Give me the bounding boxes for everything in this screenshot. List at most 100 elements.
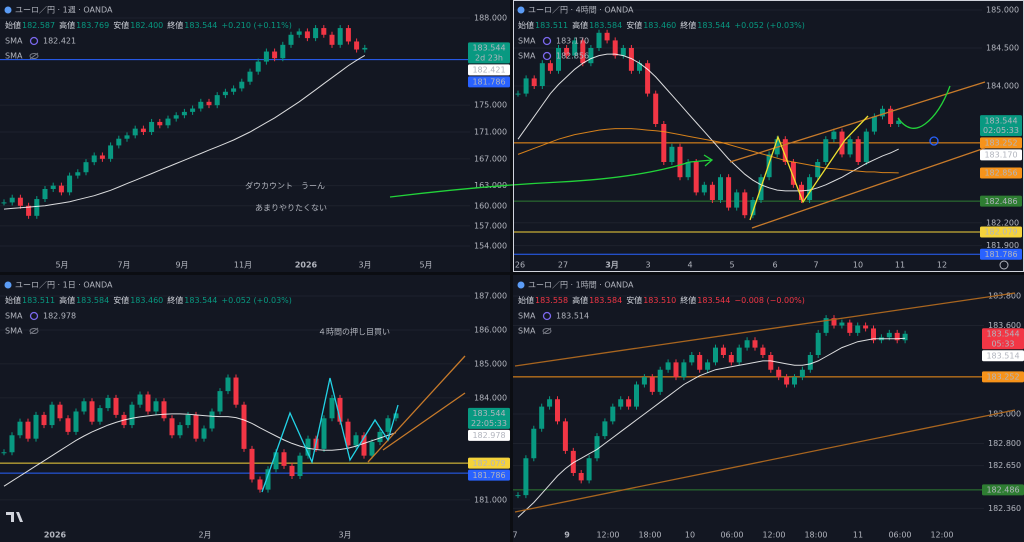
candle [280, 44, 286, 59]
candle [693, 162, 699, 193]
ohlc-label: 安値 [113, 295, 129, 305]
candle [140, 128, 146, 132]
candle [634, 384, 639, 407]
candle [362, 47, 368, 50]
drawing [897, 85, 951, 129]
candle [752, 340, 758, 348]
ohlc-change: +0.210 (+0.11%) [221, 21, 292, 30]
x-tick-label: 11 [895, 261, 905, 270]
candle [263, 51, 269, 62]
candle [393, 413, 399, 419]
candle [839, 131, 845, 155]
x-tick-label: 18:00 [638, 531, 661, 540]
candle [709, 184, 715, 200]
x-tick-label: 12:00 [930, 531, 953, 540]
candle [206, 101, 212, 106]
candle [863, 131, 869, 162]
candle [231, 88, 237, 92]
candle [124, 135, 130, 139]
panel[interactable] [0, 0, 510, 272]
candle [815, 332, 821, 355]
price-tag-label: 183.544 [472, 44, 505, 53]
candle [515, 93, 521, 95]
indicator-value: 182.421 [43, 37, 76, 46]
candle [831, 318, 837, 326]
price-tag [982, 328, 1024, 350]
candle [799, 369, 805, 378]
indicator-name: SMA [518, 312, 536, 321]
candle [198, 101, 204, 109]
candle [217, 391, 223, 412]
price-tag-label: 181.786 [472, 471, 505, 480]
candle [766, 154, 772, 178]
trend-line [729, 81, 986, 163]
candle [9, 435, 15, 453]
candle [649, 377, 655, 392]
price-tag [982, 371, 1024, 383]
indicator-value: 183.170 [556, 37, 589, 46]
candle [871, 328, 876, 341]
candle [1, 202, 7, 204]
ohlc-value: 182.587 [22, 21, 55, 30]
ohlc-change: +0.052 (+0.03%) [221, 296, 292, 305]
candle [799, 184, 804, 200]
ohlc-value: 183.460 [643, 21, 676, 30]
candle [108, 145, 114, 159]
indicator-name: SMA [518, 327, 536, 336]
price-tag-label: 182.079 [984, 228, 1017, 237]
indicator-name: SMA [518, 37, 536, 46]
anchor[interactable] [929, 136, 939, 146]
ohlc-label: 高値 [59, 20, 75, 30]
x-tick-label: 7 [512, 531, 517, 540]
candle [792, 377, 797, 385]
settings-icon[interactable] [999, 260, 1009, 270]
price-tag [468, 457, 510, 469]
candle [823, 318, 829, 333]
candle [539, 63, 545, 86]
ohlc-value: 183.511 [22, 296, 55, 305]
drawings [261, 81, 1016, 513]
candle [113, 397, 119, 415]
candle [153, 401, 159, 412]
panel[interactable] [513, 0, 1024, 272]
candle [894, 332, 900, 341]
hidden-icon [542, 327, 552, 335]
ohlc-label: 終値 [167, 20, 183, 30]
candle [815, 162, 821, 178]
candle [734, 192, 740, 208]
y-tick-label: 184.000 [474, 393, 507, 402]
symbol-title: ユーロ／円 · 4時間 · OANDA [528, 6, 634, 15]
candle [888, 108, 894, 124]
candle [89, 401, 95, 422]
candle [247, 71, 253, 82]
sma-line [3, 54, 366, 210]
ohlc-label: 安値 [113, 20, 129, 30]
ohlc-value: 183.544 [184, 296, 217, 305]
price-tag [468, 429, 510, 441]
price-tag [980, 226, 1022, 238]
hidden-icon [542, 328, 552, 334]
indicator-value: 182.978 [43, 312, 76, 321]
y-tick-label: 185.000 [474, 359, 507, 368]
ohlc-value: 183.544 [697, 296, 730, 305]
x-tick-label: 10 [853, 261, 863, 270]
ohlc-label: 終値 [680, 295, 696, 305]
symbol-icon [517, 6, 525, 14]
candle [705, 362, 711, 370]
panel[interactable] [513, 275, 1024, 542]
ohlc-change: −0.008 (−0.00%) [734, 296, 805, 305]
candle [681, 362, 687, 378]
layer: 188.000 175.000 171.000 167.000 163.000 160.0… [0, 6, 1024, 540]
y-tick-label: 185.000 [986, 6, 1019, 15]
y-tick-label: 184.000 [986, 82, 1019, 91]
candle [776, 369, 782, 378]
x-tick-label: 5 [729, 261, 734, 270]
candle [305, 438, 311, 456]
hidden-icon [29, 328, 39, 334]
candle [345, 421, 351, 446]
candle [57, 404, 63, 419]
candle [58, 185, 64, 193]
trend-line [514, 409, 1016, 513]
candle [337, 28, 343, 45]
